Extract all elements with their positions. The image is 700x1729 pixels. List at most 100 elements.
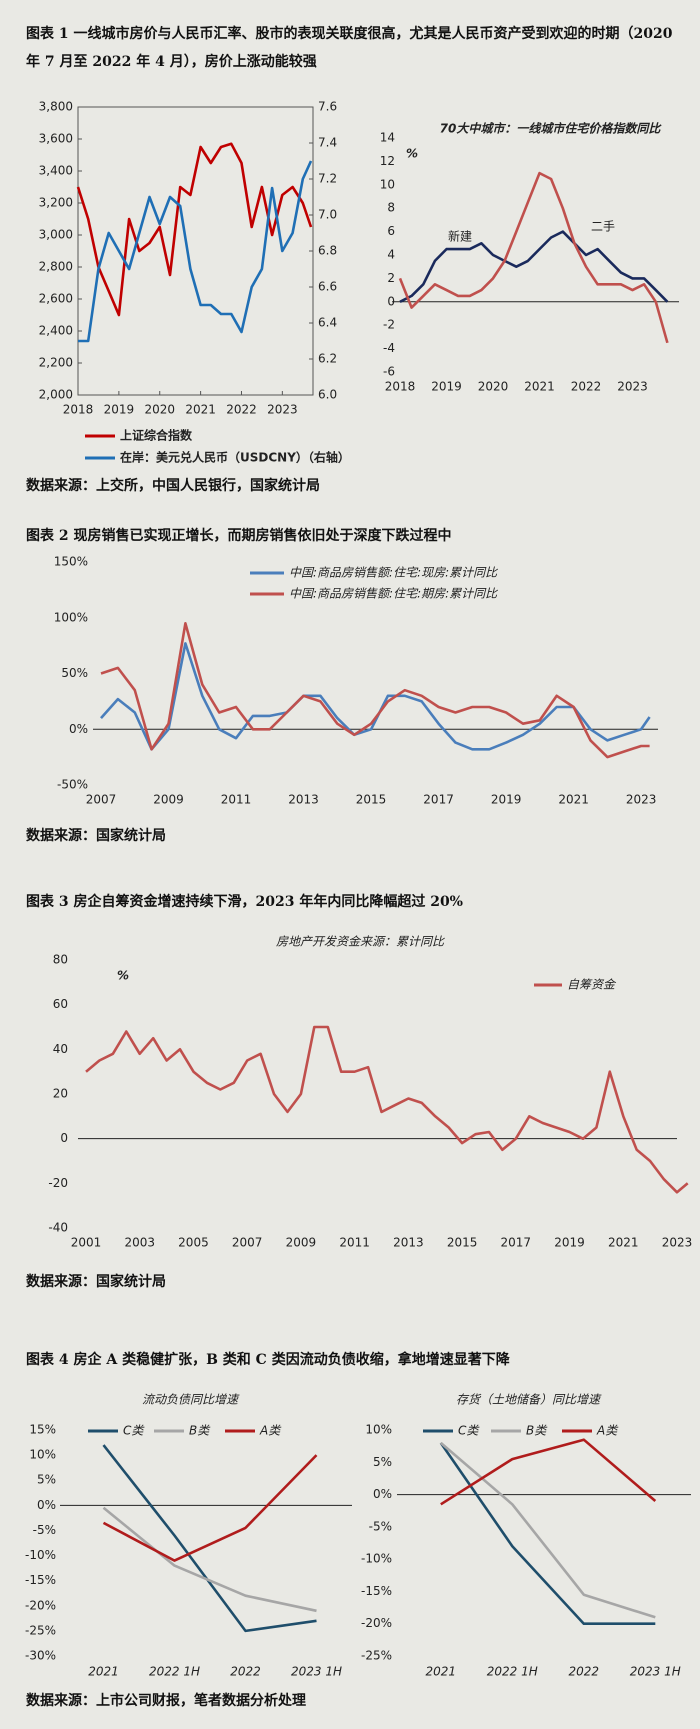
x-tick-label: 2023 (662, 1236, 693, 1250)
y-tick-label: -20% (25, 1598, 56, 1612)
y2-tick-label: 7.4 (318, 136, 337, 150)
figure-caption: 图表 4 房企 A 类稳健扩张，B 类和 C 类因流动负债收缩，拿地增速显著下降 (26, 1352, 510, 1368)
y-tick-label: 10% (29, 1448, 56, 1462)
y-tick-label: -25% (361, 1649, 392, 1663)
x-tick-label: 2003 (124, 1236, 155, 1250)
y-tick-label: -30% (25, 1649, 56, 1663)
y2-tick-label: 6.0 (318, 388, 337, 402)
x-tick-label: 2015 (447, 1236, 478, 1250)
y-tick-label: 20 (53, 1087, 68, 1101)
y-tick-label: 10 (380, 177, 395, 191)
x-tick-label: 2019 (431, 380, 462, 394)
y2-tick-label: 7.2 (318, 172, 337, 186)
x-tick-label: 2022 (571, 380, 602, 394)
y-tick-label: 4 (387, 248, 395, 262)
y-tick-label: 60 (53, 997, 68, 1011)
series-line (102, 1454, 318, 1562)
series-line (78, 160, 313, 343)
x-tick-label: 2017 (501, 1236, 532, 1250)
x-tick-label: 2021 (524, 380, 555, 394)
chart-title: 房地产开发资金来源：累计同比 (276, 935, 445, 949)
x-tick-label: 2022 (226, 403, 257, 417)
y-unit: % (406, 147, 418, 161)
x-tick-label: 2013 (288, 793, 319, 807)
y-tick-label: 2,600 (39, 292, 73, 306)
x-tick-label: 2009 (153, 793, 184, 807)
y-tick-label: -10% (25, 1548, 56, 1562)
y2-tick-label: 6.8 (318, 244, 337, 258)
series-line (440, 1438, 657, 1506)
series-line (439, 1442, 656, 1625)
y-tick-label: 150% (54, 555, 88, 569)
y-tick-label: 5% (37, 1473, 56, 1487)
x-tick-label: 2021 (185, 403, 216, 417)
x-tick-label: 2009 (286, 1236, 317, 1250)
legend-label: 中国:商品房销售额:住宅:期房:累计同比 (289, 587, 498, 601)
figure-caption: 图表 2 现房销售已实现正增长，而期房销售依旧处于深度下跌过程中 (26, 528, 452, 544)
series-line (100, 642, 651, 751)
y2-tick-label: 7.0 (318, 208, 337, 222)
x-tick-label: 2023 1H (630, 1665, 681, 1679)
y-tick-label: 2,200 (39, 356, 73, 370)
y-tick-label: 2 (387, 271, 395, 285)
x-tick-label: 2007 (86, 793, 117, 807)
x-tick-label: 2022 (568, 1665, 599, 1679)
y-tick-label: 3,800 (39, 100, 73, 114)
figure-source: 数据来源：国家统计局 (26, 828, 166, 844)
legend-label: 自筹资金 (567, 978, 617, 992)
x-tick-label: 2017 (423, 793, 454, 807)
y2-tick-label: 6.6 (318, 280, 337, 294)
y-tick-label: 15% (29, 1423, 56, 1437)
figure-source: 数据来源：上市公司财报，笔者数据分析处理 (26, 1693, 306, 1709)
x-tick-label: 2023 1H (291, 1665, 342, 1679)
figure-source: 数据来源：国家统计局 (26, 1274, 166, 1290)
y-tick-label: 14 (380, 131, 395, 145)
x-tick-label: 2019 (104, 403, 135, 417)
chart-title: 70大中城市：一线城市住宅价格指数同比 (440, 122, 663, 136)
series-line (76, 142, 313, 317)
x-tick-label: 2020 (144, 403, 175, 417)
x-tick-label: 2015 (356, 793, 387, 807)
y-tick-label: -2 (383, 318, 395, 332)
legend-label: B类 (526, 1424, 548, 1438)
legend-label: 上证综合指数 (120, 428, 193, 443)
y2-tick-label: 6.4 (318, 316, 337, 330)
y-tick-label: 0 (60, 1131, 68, 1145)
y2-tick-label: 7.6 (318, 100, 337, 114)
x-tick-label: 2013 (393, 1236, 424, 1250)
x-tick-label: 2023 (617, 380, 648, 394)
x-tick-label: 2018 (385, 380, 416, 394)
y-tick-label: 40 (53, 1042, 68, 1056)
y-tick-label: 3,000 (39, 228, 73, 242)
y-tick-label: 0% (69, 722, 88, 736)
x-tick-label: 2018 (63, 403, 94, 417)
x-tick-label: 2021 (88, 1665, 119, 1679)
y-tick-label: -20% (361, 1616, 392, 1630)
y-tick-label: -50% (57, 778, 88, 792)
figure-source: 数据来源：上交所，中国人民银行，国家统计局 (26, 478, 320, 494)
legend-label: C类 (123, 1424, 145, 1438)
series-line (439, 1441, 656, 1619)
y-tick-label: 0% (37, 1498, 56, 1512)
x-tick-label: 2021 (608, 1236, 639, 1250)
x-tick-label: 2021 (425, 1665, 456, 1679)
figure-caption: 图表 3 房企自筹资金增速持续下滑，2023 年年内同比降幅超过 20% (26, 894, 463, 910)
legend-label: C类 (458, 1424, 480, 1438)
y-tick-label: 3,400 (39, 164, 73, 178)
y-tick-label: 2,800 (39, 260, 73, 274)
y-tick-label: 100% (54, 610, 88, 624)
y-tick-label: -6 (383, 365, 395, 379)
x-tick-label: 2022 (230, 1665, 261, 1679)
y-tick-label: 10% (365, 1423, 392, 1437)
y-tick-label: -15% (25, 1573, 56, 1587)
series-line (399, 230, 669, 303)
series-label: 新建 (448, 229, 472, 244)
x-tick-label: 2021 (558, 793, 589, 807)
y-tick-label: 6 (387, 224, 395, 238)
chart-title: 流动负债同比增速 (142, 1393, 240, 1407)
y-tick-label: 12 (380, 154, 395, 168)
y-tick-label: 3,600 (39, 132, 73, 146)
x-tick-label: 2019 (491, 793, 522, 807)
x-tick-label: 2001 (71, 1236, 102, 1250)
